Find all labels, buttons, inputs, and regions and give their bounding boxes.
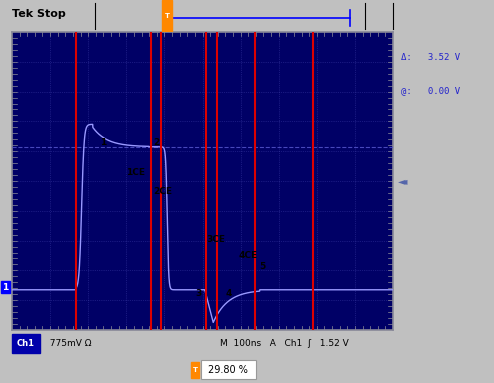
Text: 4CE: 4CE xyxy=(239,251,258,260)
Text: 775mV Ω: 775mV Ω xyxy=(44,339,91,348)
Text: T: T xyxy=(193,367,198,373)
Text: T: T xyxy=(165,13,169,19)
Text: Δ:   3.52 V: Δ: 3.52 V xyxy=(401,53,460,62)
FancyBboxPatch shape xyxy=(201,360,256,379)
Text: 1: 1 xyxy=(100,138,106,147)
Text: 2: 2 xyxy=(153,138,159,147)
Text: 3CE: 3CE xyxy=(206,235,225,244)
Text: 3: 3 xyxy=(195,289,201,298)
Bar xyxy=(12,334,40,353)
Text: 5: 5 xyxy=(260,262,266,271)
Text: ◄: ◄ xyxy=(398,176,406,186)
Text: @:   0.00 V: @: 0.00 V xyxy=(401,86,460,95)
Text: 1CE: 1CE xyxy=(126,168,145,177)
Text: 1: 1 xyxy=(2,283,9,292)
Bar xyxy=(191,362,199,378)
Bar xyxy=(162,0,172,32)
Text: 4: 4 xyxy=(225,289,232,298)
Text: M  100ns   A   Ch1  ʃ   1.52 V: M 100ns A Ch1 ʃ 1.52 V xyxy=(220,339,349,348)
Text: 29.80 %: 29.80 % xyxy=(208,365,248,375)
Text: ◄: ◄ xyxy=(400,176,408,186)
Text: Tek Stop: Tek Stop xyxy=(12,10,66,20)
Text: Ch1: Ch1 xyxy=(17,339,35,348)
Text: 2CE: 2CE xyxy=(153,187,172,196)
